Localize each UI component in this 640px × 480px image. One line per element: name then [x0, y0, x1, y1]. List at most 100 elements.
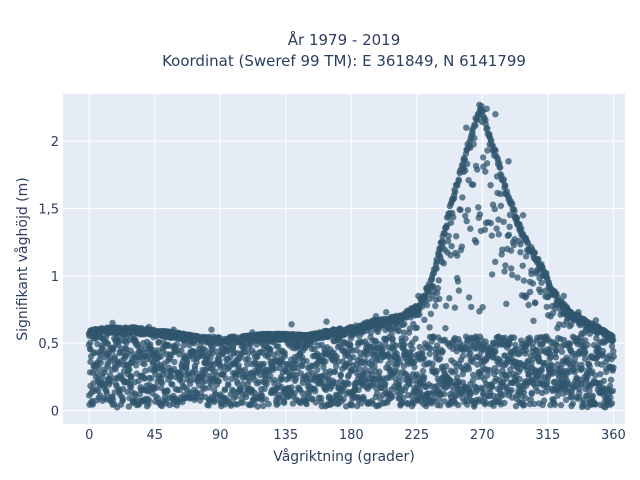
data-point	[455, 401, 462, 409]
data-point	[240, 345, 248, 352]
data-point	[469, 181, 477, 188]
data-point	[373, 390, 381, 397]
data-point	[442, 325, 449, 332]
data-point	[506, 211, 514, 219]
data-point	[463, 217, 470, 225]
data-point	[610, 348, 617, 355]
data-point	[521, 401, 528, 408]
data-point	[517, 249, 524, 256]
data-point	[582, 348, 589, 356]
data-point	[492, 147, 499, 154]
data-point	[483, 160, 491, 167]
data-point	[371, 363, 378, 370]
data-point	[592, 372, 599, 379]
data-point	[434, 285, 442, 292]
data-point	[543, 269, 550, 277]
data-point	[381, 380, 389, 387]
data-point	[389, 393, 396, 401]
data-point	[470, 371, 477, 379]
data-point	[522, 395, 530, 402]
data-point	[111, 353, 119, 360]
data-point	[220, 369, 227, 376]
data-point	[419, 367, 427, 375]
data-point	[216, 357, 223, 364]
y-tick-label: 1,5	[38, 202, 59, 217]
data-point	[487, 219, 494, 227]
data-point	[266, 345, 274, 353]
data-point	[465, 366, 473, 373]
data-point	[271, 376, 278, 384]
y-axis-title: Signifikant våghöjd (m)	[14, 177, 31, 340]
data-point	[347, 342, 354, 349]
data-point	[488, 383, 496, 391]
data-point	[420, 373, 428, 381]
data-point	[465, 294, 473, 301]
data-point	[530, 317, 537, 324]
data-point	[484, 372, 491, 379]
data-point	[495, 216, 502, 223]
data-point	[476, 101, 483, 109]
data-point	[141, 361, 148, 368]
data-point	[452, 368, 459, 375]
data-point	[221, 386, 229, 393]
data-point	[201, 378, 208, 385]
data-point	[497, 190, 504, 198]
data-point	[522, 253, 530, 260]
data-point	[439, 348, 446, 355]
data-point	[127, 383, 135, 391]
data-point	[135, 377, 142, 385]
data-point	[433, 367, 441, 374]
data-point	[178, 347, 185, 354]
data-point	[435, 277, 442, 284]
data-point	[312, 399, 319, 406]
data-point	[245, 355, 252, 363]
data-point	[592, 401, 599, 408]
data-point	[171, 358, 178, 366]
data-point	[160, 367, 167, 374]
x-tick-label: 225	[404, 428, 429, 443]
data-point	[427, 310, 435, 318]
data-point	[335, 358, 342, 365]
data-point	[323, 318, 330, 325]
data-point	[402, 335, 409, 342]
data-point	[499, 246, 506, 253]
data-point	[401, 320, 408, 328]
data-point	[397, 373, 404, 381]
data-point	[509, 271, 516, 279]
data-point	[442, 302, 450, 309]
data-point	[552, 354, 560, 361]
data-point	[516, 375, 523, 383]
data-point	[497, 202, 505, 209]
data-point	[475, 204, 482, 211]
data-point	[406, 325, 413, 332]
data-point	[103, 390, 111, 397]
data-point	[447, 219, 455, 226]
data-point	[391, 374, 399, 382]
data-point	[495, 231, 502, 238]
data-point	[262, 396, 269, 403]
data-point	[609, 387, 617, 395]
data-point	[312, 388, 319, 395]
data-point	[526, 288, 534, 296]
data-point	[275, 343, 282, 350]
data-point	[462, 212, 469, 220]
data-point	[281, 399, 288, 406]
data-point	[576, 389, 583, 396]
data-point	[245, 377, 253, 384]
data-point	[169, 381, 176, 388]
data-point	[511, 208, 518, 215]
data-point	[164, 388, 171, 395]
data-point	[142, 367, 149, 375]
data-point	[503, 383, 510, 390]
data-point	[127, 373, 135, 381]
data-point	[291, 389, 298, 397]
data-point	[426, 350, 433, 357]
data-point	[523, 347, 530, 354]
data-point	[455, 176, 462, 183]
data-point	[557, 401, 565, 409]
data-point	[412, 335, 419, 342]
data-point	[500, 176, 507, 183]
data-point	[394, 369, 401, 376]
data-point	[126, 366, 133, 373]
